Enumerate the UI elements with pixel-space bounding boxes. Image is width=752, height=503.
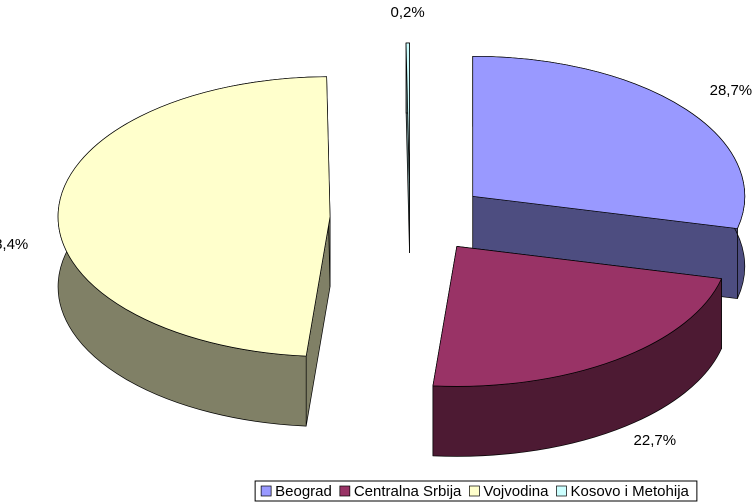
- legend-swatch: [339, 485, 351, 497]
- legend-label: Centralna Srbija: [354, 483, 462, 500]
- legend-label: Beograd: [275, 483, 332, 500]
- slice: [432, 245, 723, 457]
- data-label: 48,4%: [0, 236, 28, 253]
- slice-top: [57, 76, 331, 357]
- slice-top: [432, 245, 723, 387]
- legend-swatch: [469, 485, 480, 497]
- legend-swatch: [260, 485, 272, 497]
- slice-top: [405, 42, 410, 184]
- legend-label: Vojvodina: [483, 483, 549, 500]
- legend: Beograd Centralna Srbija Vojvodina Kosovo i…: [254, 480, 698, 502]
- legend-label: Kosovo i Metohija: [570, 483, 689, 500]
- legend-swatch: [556, 485, 567, 497]
- slice-top: [472, 55, 746, 229]
- slice: [405, 42, 410, 254]
- data-label: 22,7%: [634, 432, 677, 449]
- data-label: 28,7%: [710, 82, 752, 99]
- slice: [57, 76, 331, 427]
- data-label: 0,2%: [390, 4, 424, 21]
